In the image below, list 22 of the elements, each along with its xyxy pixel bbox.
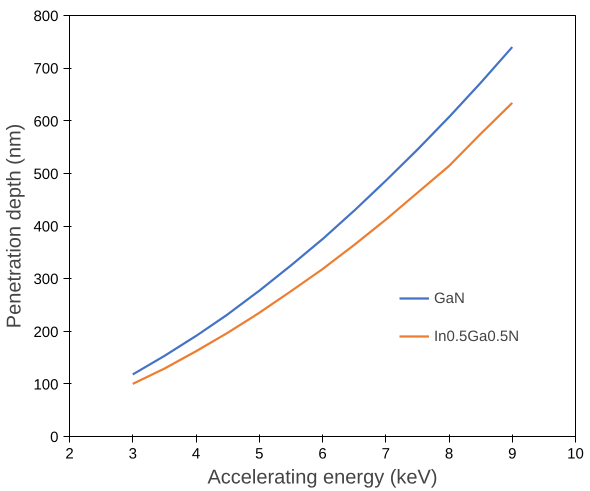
y-tick-label: 400 [33, 218, 59, 236]
y-tick-label: 500 [33, 166, 59, 183]
x-axis-title: Accelerating energy (keV) [207, 466, 438, 488]
y-tick-label: 100 [33, 376, 59, 394]
y-tick-label: 700 [33, 60, 59, 78]
y-tick-label: 200 [33, 324, 59, 341]
legend-label: GaN [434, 290, 465, 306]
y-tick-label: 0 [50, 429, 58, 446]
y-tick-label: 300 [33, 271, 59, 288]
x-tick-label: 10 [567, 446, 584, 462]
x-tick-label: 9 [508, 446, 516, 462]
x-tick-label: 6 [318, 446, 327, 462]
y-tick-label: 600 [33, 113, 59, 130]
y-tick-label: 800 [33, 8, 59, 25]
x-tick-label: 3 [128, 446, 137, 462]
x-tick-label: 7 [382, 446, 390, 462]
legend-label: In0.5Ga0.5N [434, 328, 520, 344]
x-tick-label: 2 [65, 446, 74, 462]
x-tick-label: 4 [192, 446, 200, 462]
x-tick-label: 8 [444, 446, 454, 462]
x-tick-label: 5 [255, 446, 264, 462]
y-axis-title: Penetration depth (nm) [3, 124, 26, 328]
